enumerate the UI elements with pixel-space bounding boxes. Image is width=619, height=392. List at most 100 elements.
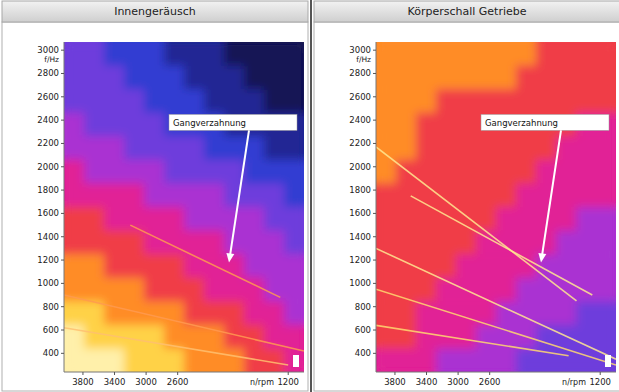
heatmap-cell xyxy=(264,42,285,66)
heatmap-cell xyxy=(556,254,577,278)
heatmap-cell xyxy=(596,325,616,349)
heatmap-cell xyxy=(204,66,225,90)
heatmap-cell xyxy=(396,66,417,90)
heatmap-cell xyxy=(556,301,577,325)
heatmap-cell xyxy=(436,160,457,184)
heatmap-cell xyxy=(244,42,265,66)
heatmap-cell xyxy=(224,42,245,66)
y-axis-line xyxy=(376,42,377,372)
y-tick-label: 1800 xyxy=(37,185,59,195)
x-tick-label: 3000 xyxy=(447,377,469,387)
heatmap-cell xyxy=(224,89,245,113)
heatmap-cell xyxy=(596,160,616,184)
heatmap-cell xyxy=(456,348,477,372)
heatmap-cell xyxy=(224,301,245,325)
y-tick-label: 2200 xyxy=(349,138,371,148)
heatmap-cell xyxy=(164,254,185,278)
annotation-arrow xyxy=(230,130,249,255)
title: Innengeräusch xyxy=(114,5,196,18)
heatmap-cell xyxy=(476,42,497,66)
x-tick xyxy=(394,372,395,375)
heatmap-cell xyxy=(436,136,457,160)
heatmap-cell xyxy=(496,207,517,231)
heatmap-cell xyxy=(244,231,265,255)
y-tick xyxy=(373,260,376,261)
heatmap-cell xyxy=(596,89,616,113)
heatmap-cell xyxy=(204,231,225,255)
heatmap-cell xyxy=(244,207,265,231)
heatmap-cell xyxy=(416,325,437,349)
heatmap-cell xyxy=(64,231,85,255)
y-tick-label: 1200 xyxy=(349,255,371,265)
y-tick xyxy=(61,353,64,354)
heatmap-cell xyxy=(264,301,285,325)
heatmap-cell xyxy=(64,89,85,113)
heatmap-cell xyxy=(204,89,225,113)
heatmap-cell xyxy=(576,207,597,231)
x-tick xyxy=(177,372,178,375)
y-tick xyxy=(61,190,64,191)
panel-header xyxy=(314,1,619,22)
heatmap-cell xyxy=(556,207,577,231)
heatmap-cell xyxy=(536,301,557,325)
heatmap-cell xyxy=(144,207,165,231)
y-tick-label: 800 xyxy=(355,302,371,312)
x-tick xyxy=(114,372,115,375)
heatmap-cell xyxy=(264,183,285,207)
y-tick xyxy=(61,330,64,331)
y-axis-label: f/Hz xyxy=(356,55,371,64)
heatmap-cell xyxy=(84,136,105,160)
heatmap-cell xyxy=(436,89,457,113)
heatmap-cell xyxy=(536,231,557,255)
heatmap-cell xyxy=(184,254,205,278)
heatmap-cell xyxy=(456,66,477,90)
heatmap-cell xyxy=(376,113,397,137)
heatmap-cell xyxy=(376,254,397,278)
heatmap-cell xyxy=(64,301,85,325)
plot-background xyxy=(64,42,304,372)
y-tick xyxy=(373,213,376,214)
heatmap-cell xyxy=(416,231,437,255)
panel-frame xyxy=(2,22,308,391)
y-tick-label: 400 xyxy=(43,348,59,358)
heatmap-cell xyxy=(64,113,85,137)
heatmap-cell xyxy=(104,207,125,231)
order-line xyxy=(64,328,288,365)
heatmap-cell xyxy=(144,66,165,90)
heatmap-cell xyxy=(376,89,397,113)
heatmap-cell xyxy=(224,136,245,160)
heatmap-cell xyxy=(244,301,265,325)
x-tick-label: 1200 xyxy=(277,377,299,387)
heatmap-cell xyxy=(596,183,616,207)
heatmap-cell xyxy=(204,136,225,160)
heatmap-cell xyxy=(516,207,537,231)
heatmap-cell xyxy=(64,348,85,372)
annotation-box xyxy=(481,114,609,130)
heatmap-cells xyxy=(64,42,304,372)
heatmap-cell xyxy=(184,278,205,302)
heatmap-cell xyxy=(536,89,557,113)
heatmap-cell xyxy=(164,42,185,66)
heatmap-cell xyxy=(204,160,225,184)
heatmap-cell xyxy=(264,66,285,90)
heatmap-cell xyxy=(124,348,145,372)
heatmap-cell xyxy=(396,207,417,231)
heatmap-cell xyxy=(396,301,417,325)
y-tick xyxy=(61,143,64,144)
y-tick-label: 2800 xyxy=(349,68,371,78)
heatmap-cell xyxy=(496,89,517,113)
y-tick-label: 2000 xyxy=(349,162,371,172)
annotation-arrow xyxy=(542,130,561,255)
heatmap-cell xyxy=(144,278,165,302)
heatmap-cell xyxy=(164,66,185,90)
heatmap-cell xyxy=(84,66,105,90)
heatmap-cell xyxy=(84,207,105,231)
heatmap-cell xyxy=(224,183,245,207)
heatmap-cell xyxy=(244,160,265,184)
y-tick xyxy=(373,50,376,51)
heatmap-cell xyxy=(264,348,285,372)
heatmap-cell xyxy=(456,136,477,160)
heatmap-cell xyxy=(104,278,125,302)
y-tick-label: 2800 xyxy=(37,68,59,78)
heatmap-cell xyxy=(224,231,245,255)
